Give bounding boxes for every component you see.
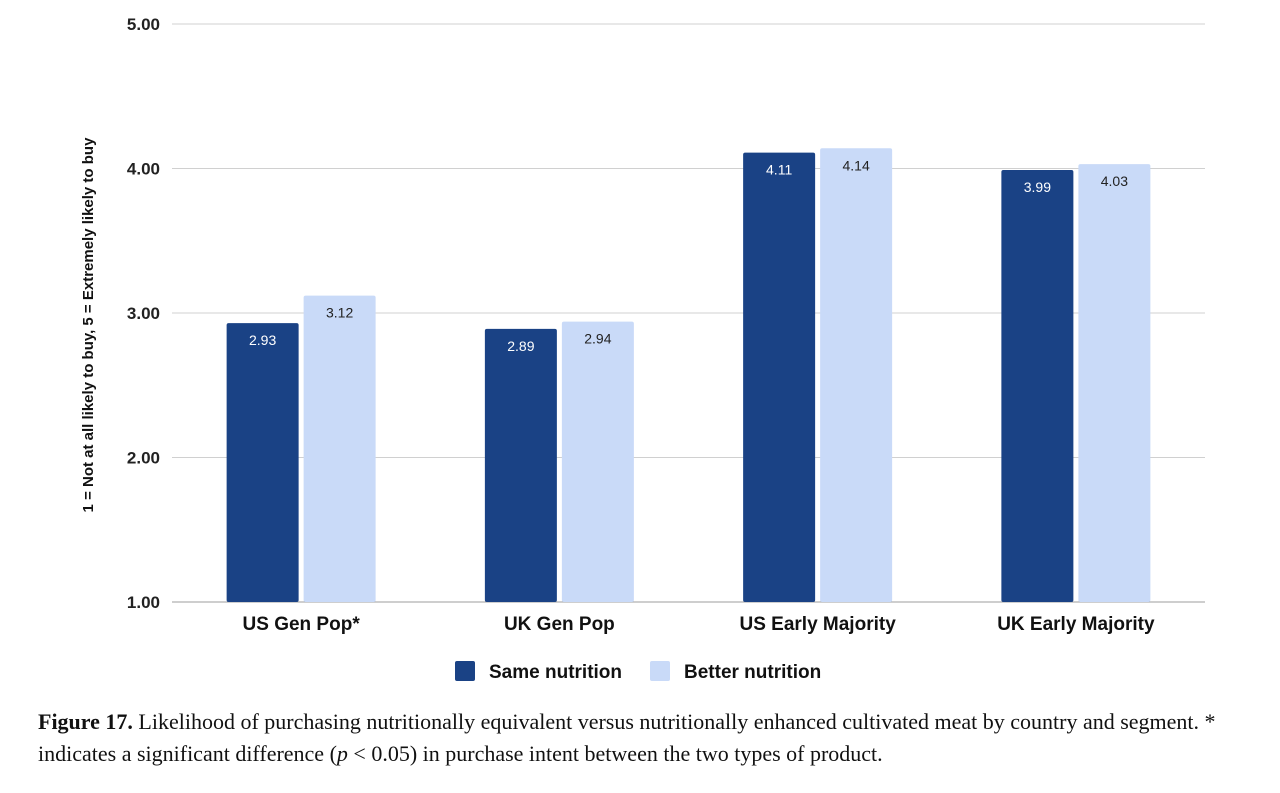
y-tick-label: 3.00 xyxy=(127,304,160,323)
legend-label: Same nutrition xyxy=(489,662,622,683)
data-label: 2.93 xyxy=(249,332,276,348)
x-category-label: UK Early Majority xyxy=(997,614,1155,635)
data-label: 2.94 xyxy=(584,331,611,347)
y-tick-label: 2.00 xyxy=(127,449,160,468)
bar xyxy=(226,323,299,602)
figure-caption: Figure 17. Likelihood of purchasing nutr… xyxy=(38,706,1253,770)
legend-swatch xyxy=(455,661,475,681)
x-category-label: UK Gen Pop xyxy=(504,614,615,635)
data-label: 3.99 xyxy=(1024,179,1051,195)
bar xyxy=(561,321,634,602)
data-label: 2.89 xyxy=(507,338,534,354)
legend-label: Better nutrition xyxy=(684,662,821,683)
figure-label: Figure 17. xyxy=(38,709,133,734)
y-tick-label: 5.00 xyxy=(127,15,160,34)
y-tick-label: 1.00 xyxy=(127,593,160,612)
data-label: 4.03 xyxy=(1101,173,1128,189)
data-label: 4.11 xyxy=(766,162,792,178)
caption-text-2: < 0.05) in purchase intent between the t… xyxy=(347,741,883,766)
legend-swatch xyxy=(650,661,670,681)
data-label: 4.14 xyxy=(843,157,870,173)
x-category-label: US Early Majority xyxy=(739,614,896,635)
bar xyxy=(303,295,376,602)
y-axis-title: 1 = Not at all likely to buy, 5 = Extrem… xyxy=(80,137,97,513)
bar-chart: 1.00 2.00 3.00 4.00 5.00 1 = Not at all likel… xyxy=(80,15,1205,683)
bar xyxy=(1078,164,1151,603)
caption-p-symbol: p xyxy=(336,741,348,766)
caption-text-1: Likelihood of purchasing nutritionally e… xyxy=(38,709,1216,766)
bar xyxy=(820,148,893,602)
data-label: 3.12 xyxy=(326,305,353,321)
bar xyxy=(484,328,557,602)
x-category-label: US Gen Pop* xyxy=(243,614,361,635)
bar xyxy=(1001,169,1074,602)
bar xyxy=(743,152,816,603)
y-tick-label: 4.00 xyxy=(127,160,160,179)
